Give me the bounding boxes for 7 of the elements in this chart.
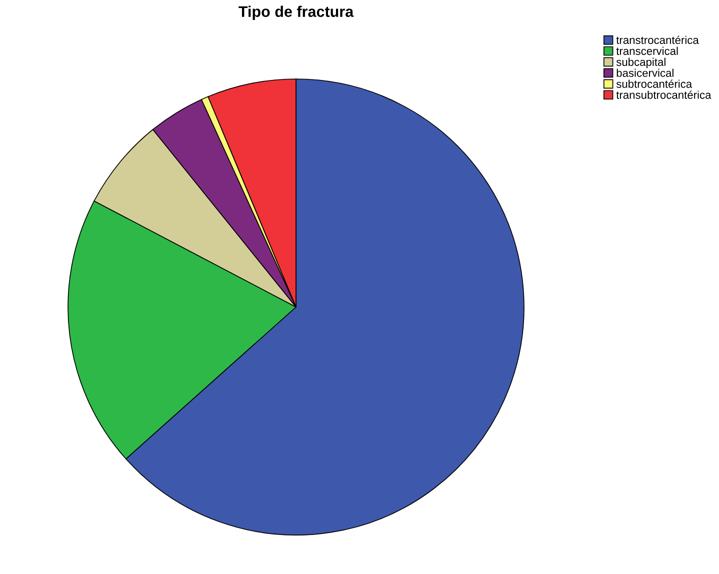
legend-label: transtrocantérica — [616, 36, 699, 44]
legend-label: basicervical — [616, 68, 674, 77]
legend-label: subcapital — [616, 58, 666, 68]
legend-label: subtrocantérica — [616, 80, 692, 88]
chart-title: Tipo de fractura — [238, 6, 354, 20]
legend-label: transcervical — [616, 46, 678, 55]
legend-label: transubtrocantérica — [616, 90, 712, 99]
